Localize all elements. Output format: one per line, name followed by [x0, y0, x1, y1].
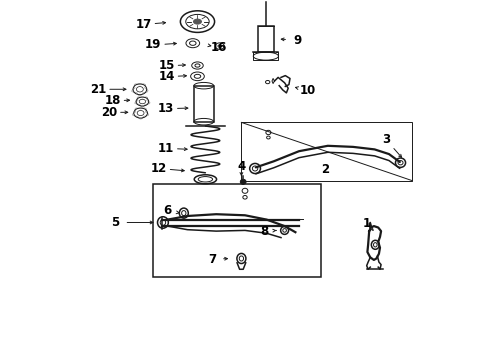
- Ellipse shape: [240, 179, 246, 184]
- Text: 13: 13: [158, 102, 174, 115]
- Text: 19: 19: [145, 39, 161, 51]
- Text: 1: 1: [363, 217, 371, 230]
- Bar: [153, 184, 320, 277]
- Text: 20: 20: [101, 106, 117, 119]
- Text: 8: 8: [261, 225, 269, 238]
- Text: 3: 3: [382, 133, 390, 146]
- Text: 11: 11: [158, 142, 174, 155]
- Ellipse shape: [194, 19, 201, 24]
- Text: 21: 21: [90, 83, 106, 96]
- Text: 9: 9: [293, 34, 301, 47]
- Text: 6: 6: [164, 204, 171, 217]
- Bar: [194, 86, 214, 122]
- Bar: [258, 26, 274, 52]
- Text: 2: 2: [321, 163, 329, 176]
- Text: 16: 16: [211, 41, 227, 54]
- Text: 14: 14: [158, 70, 175, 83]
- Text: 7: 7: [208, 253, 216, 266]
- Text: 5: 5: [111, 216, 120, 229]
- Text: 10: 10: [300, 84, 316, 97]
- Text: 18: 18: [104, 94, 121, 107]
- Text: 12: 12: [150, 162, 167, 175]
- Text: 17: 17: [135, 18, 151, 31]
- Text: 4: 4: [237, 160, 245, 173]
- Text: 15: 15: [158, 59, 175, 72]
